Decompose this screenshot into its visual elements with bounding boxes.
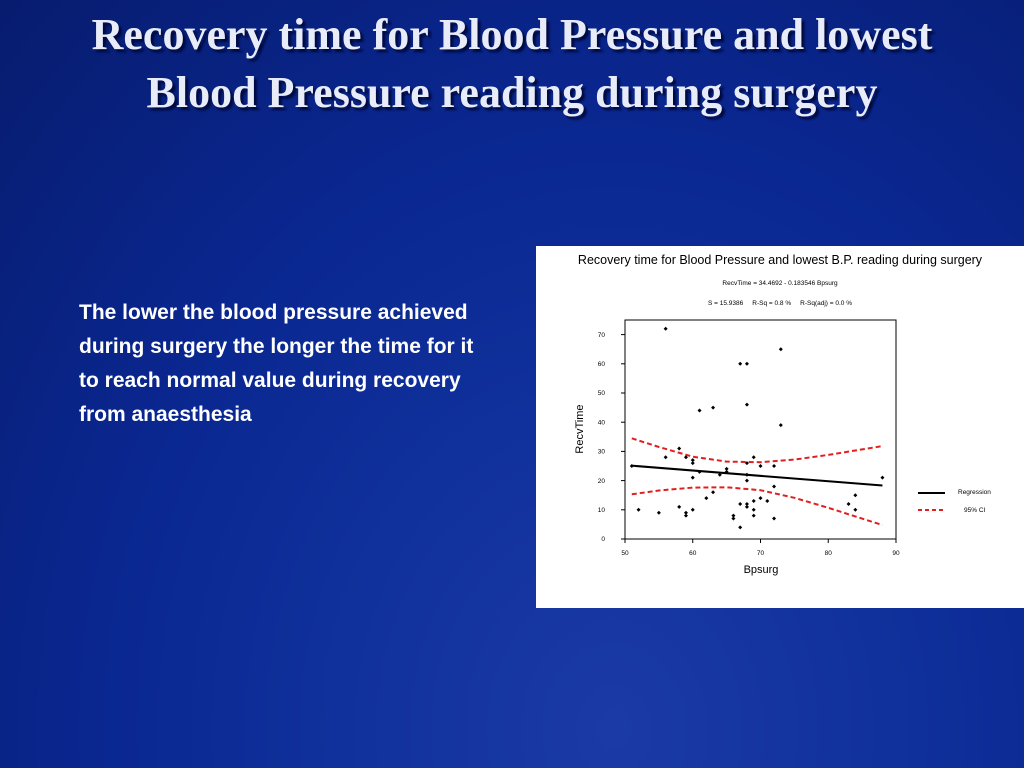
data-point <box>683 455 688 460</box>
data-point <box>772 464 777 468</box>
chart-panel: Recovery time for Blood Pressure and low… <box>536 246 1024 608</box>
data-point <box>711 405 716 410</box>
data-point <box>731 513 736 518</box>
data-point <box>853 493 858 498</box>
y-tick-label: 20 <box>598 478 606 485</box>
x-axis-label: Bpsurg <box>744 564 779 576</box>
data-point <box>690 475 695 480</box>
x-tick-label: 90 <box>892 550 900 557</box>
data-point <box>751 455 756 460</box>
data-point <box>880 475 885 480</box>
data-point <box>778 347 783 352</box>
data-point <box>772 516 777 521</box>
data-point <box>751 513 756 518</box>
data-point <box>704 496 709 501</box>
y-axis: 0 10 20 30 40 50 60 70 <box>598 332 625 543</box>
data-point <box>697 408 702 413</box>
regression-series <box>631 464 883 487</box>
data-point <box>697 469 702 474</box>
data-point <box>751 507 756 512</box>
y-tick-label: 30 <box>598 449 606 456</box>
data-point <box>772 484 777 489</box>
data-point <box>690 461 695 466</box>
y-tick-label: 70 <box>598 332 606 339</box>
data-point <box>683 510 688 515</box>
legend: Regression 95% CI <box>918 489 991 514</box>
scatter-points <box>629 326 885 530</box>
data-point <box>724 469 729 474</box>
data-point <box>765 499 770 504</box>
data-point <box>683 513 688 518</box>
legend-ci-label: 95% CI <box>964 507 986 514</box>
data-point <box>846 501 851 506</box>
data-point <box>738 501 743 506</box>
data-point <box>629 464 634 468</box>
data-point <box>636 507 641 512</box>
y-tick-label: 40 <box>598 419 606 426</box>
data-point <box>738 525 743 530</box>
data-point <box>744 501 749 506</box>
chart-stats: S = 15.9386 R-Sq = 0.8 % R-Sq(adj) = 0.0… <box>708 300 852 307</box>
data-point <box>744 472 749 477</box>
plot-frame <box>624 319 897 540</box>
body-text: The lower the blood pressure achieved du… <box>79 301 474 426</box>
data-point <box>744 461 749 466</box>
y-tick-label: 10 <box>598 507 606 514</box>
data-point <box>663 455 668 460</box>
chart-subtitle: RecvTime = 34.4692 - 0.183546 Bpsurg <box>722 280 838 287</box>
data-point <box>711 490 716 495</box>
scatter-chart: Recovery time for Blood Pressure and low… <box>574 253 991 576</box>
data-point <box>677 504 682 509</box>
data-point <box>656 510 661 515</box>
data-point <box>731 516 736 521</box>
x-tick-label: 60 <box>689 550 697 557</box>
data-point <box>663 326 668 331</box>
x-tick-label: 80 <box>825 550 833 557</box>
data-point <box>744 504 749 509</box>
x-tick-label: 70 <box>757 550 765 557</box>
x-tick-label: 50 <box>621 550 629 557</box>
ci-lower-line <box>631 486 883 526</box>
data-point <box>751 499 756 504</box>
slide-title: Recovery time for Blood Pressure and low… <box>91 10 933 117</box>
x-axis: 50 60 70 80 90 <box>621 539 900 557</box>
data-point <box>744 478 749 483</box>
data-point <box>778 423 783 428</box>
y-tick-label: 0 <box>601 536 605 543</box>
data-point <box>738 361 743 366</box>
chart-title: Recovery time for Blood Pressure and low… <box>578 253 983 267</box>
data-point <box>690 507 695 512</box>
data-point <box>758 464 763 468</box>
data-point <box>744 361 749 366</box>
data-point <box>677 446 682 451</box>
ci-bands <box>631 437 883 526</box>
regression-line <box>631 464 883 487</box>
y-axis-label: RecvTime <box>574 404 586 453</box>
y-tick-label: 50 <box>598 390 606 397</box>
y-tick-label: 60 <box>598 361 606 368</box>
data-point <box>690 458 695 463</box>
legend-regression-label: Regression <box>958 489 991 496</box>
data-point <box>744 402 749 407</box>
data-point <box>717 472 722 477</box>
data-point <box>853 507 858 512</box>
data-point <box>724 466 729 471</box>
ci-upper-line <box>631 437 883 464</box>
data-point <box>758 496 763 501</box>
